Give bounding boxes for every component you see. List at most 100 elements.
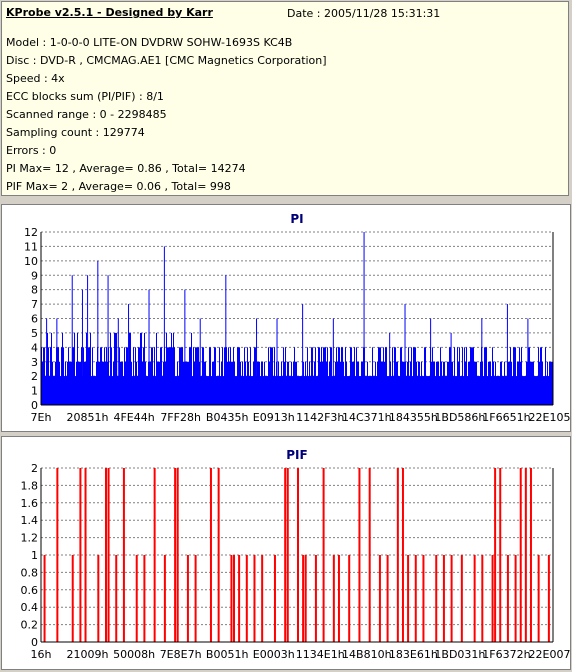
y-tick-label: 0.8 xyxy=(21,566,39,579)
spike-bar xyxy=(332,555,335,642)
spike-bar xyxy=(79,468,82,642)
pi-bar xyxy=(90,332,91,405)
spike-bar xyxy=(117,318,119,405)
x-tick-label: 21009h xyxy=(67,648,109,661)
spike-bar xyxy=(217,468,220,642)
pi-bar xyxy=(203,347,204,405)
sampling-count-line: Sampling count : 129774 xyxy=(6,126,145,139)
pi-bar xyxy=(101,347,102,405)
y-tick-label: 0 xyxy=(31,399,38,412)
spike-bar xyxy=(337,555,340,642)
pi-bar xyxy=(189,347,190,405)
pi-bar xyxy=(167,347,168,405)
pi-bar xyxy=(43,347,44,405)
pi-bar xyxy=(195,347,196,405)
spike-bar xyxy=(97,260,99,405)
spike-bar xyxy=(107,275,109,405)
x-tick-label: 1F6651h xyxy=(482,411,530,424)
pi-bar xyxy=(156,332,157,405)
pi-bar xyxy=(386,347,387,405)
pi-bar xyxy=(115,332,116,405)
pi-bar xyxy=(133,347,134,405)
pi-bar xyxy=(124,347,125,405)
y-tick-label: 1.6 xyxy=(21,497,39,510)
spike-bar xyxy=(286,468,289,642)
spike-bar xyxy=(514,555,517,642)
pi-bar xyxy=(202,347,203,405)
pi-bar xyxy=(152,347,153,405)
pi-bar xyxy=(372,347,373,405)
pi-bar xyxy=(338,347,339,405)
spike-bar xyxy=(450,332,452,405)
spike-bar xyxy=(245,555,248,642)
pi-bar xyxy=(272,347,273,405)
spike-bar xyxy=(225,275,227,405)
pi-bar xyxy=(541,347,542,405)
pi-bar xyxy=(492,347,493,405)
x-tick-label: 7E8E7h xyxy=(160,648,202,661)
x-tick-label: 7FF28h xyxy=(160,411,201,424)
y-tick-label: 1 xyxy=(31,385,38,398)
pi-bar xyxy=(350,347,351,405)
spike-bar xyxy=(481,318,483,405)
spike-bar xyxy=(128,304,130,405)
pi-bar xyxy=(380,347,381,405)
pi-bar xyxy=(48,347,49,405)
pi-bar xyxy=(151,347,152,405)
pi-bar xyxy=(411,347,412,405)
y-tick-label: 0.6 xyxy=(21,584,39,597)
spike-bar xyxy=(56,318,58,405)
spike-bar xyxy=(194,555,197,642)
pi-bar xyxy=(68,347,69,405)
pi-bar xyxy=(515,347,516,405)
spike-bar xyxy=(297,468,299,642)
pi-bar xyxy=(230,347,231,405)
pi-bar xyxy=(196,347,197,405)
pi-bar xyxy=(191,332,192,405)
pi-bar xyxy=(224,347,225,405)
y-tick-label: 4 xyxy=(31,341,38,354)
y-tick-label: 2 xyxy=(31,462,38,475)
pi-bar xyxy=(81,347,82,405)
pi-bar xyxy=(198,347,199,405)
pi-bar xyxy=(86,332,87,405)
pi-bar xyxy=(294,347,295,405)
spike-bar xyxy=(537,555,540,642)
pi-bar xyxy=(172,347,173,405)
pi-bar xyxy=(138,347,139,405)
y-tick-label: 7 xyxy=(31,298,38,311)
spike-bar xyxy=(143,555,146,642)
pi-bar xyxy=(244,347,245,405)
x-tick-label: 1142F3h xyxy=(296,411,344,424)
pi-bar xyxy=(143,347,144,405)
y-tick-label: 0 xyxy=(31,636,38,649)
pi-bar xyxy=(459,347,460,405)
pi-bar xyxy=(319,347,320,405)
pi-bar xyxy=(473,347,474,405)
x-tick-label: 14B810h xyxy=(342,648,392,661)
pi-bar xyxy=(239,347,240,405)
x-tick-label: B0435h xyxy=(206,411,249,424)
pi-bar xyxy=(318,347,319,405)
pi-bar xyxy=(100,347,101,405)
pi-bar xyxy=(190,347,191,405)
pi-bar xyxy=(62,332,63,405)
spike-bar xyxy=(386,555,389,642)
speed-line: Speed : 4x xyxy=(6,72,65,85)
pi-bar xyxy=(209,347,210,405)
pi-bar xyxy=(74,332,75,405)
spike-bar xyxy=(491,555,494,642)
chart-title: PIF xyxy=(286,448,307,462)
spike-bar xyxy=(422,555,425,642)
scan-date: Date : 2005/11/28 15:31:31 xyxy=(287,7,441,20)
pi-bar xyxy=(521,347,522,405)
pi-bar xyxy=(89,347,90,405)
x-tick-label: E0003h xyxy=(253,648,295,661)
pi-bar xyxy=(180,347,181,405)
x-tick-label: 7Eh xyxy=(31,411,52,424)
pi-bar xyxy=(341,347,342,405)
spike-bar xyxy=(506,555,509,642)
x-tick-label: 183E61h xyxy=(389,648,438,661)
spike-bar xyxy=(233,555,235,642)
y-tick-label: 0.4 xyxy=(21,601,39,614)
